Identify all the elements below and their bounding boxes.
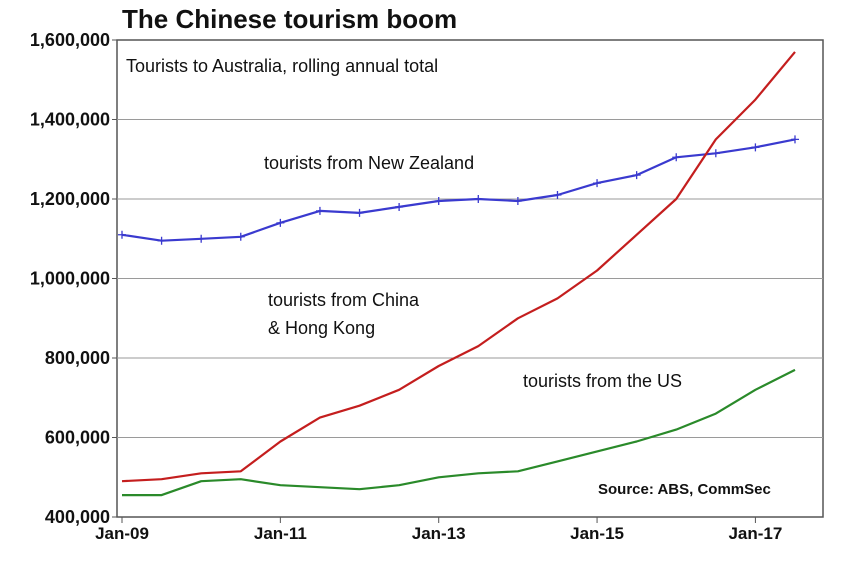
source-note: Source: ABS, CommSec [598, 481, 771, 498]
data-point-marker [632, 171, 641, 180]
series-label-china-line-2: & Hong Kong [268, 318, 375, 338]
data-point-marker [276, 218, 285, 227]
chart-subtitle: Tourists to Australia, rolling annual to… [126, 56, 438, 76]
y-axis-tick-labels: 400,000 600,000 800,000 1,000,000 1,200,000 1… [30, 30, 117, 527]
y-tick-label: 1,200,000 [30, 189, 110, 209]
series-line-1 [121, 51, 796, 483]
x-tick-label: Jan-13 [412, 524, 466, 543]
data-point-marker [434, 196, 443, 205]
y-tick-label: 1,000,000 [30, 269, 110, 289]
series-lines [118, 51, 799, 497]
series-line-0 [121, 138, 796, 242]
data-point-marker [513, 196, 522, 205]
data-point-marker [197, 234, 206, 243]
data-point-marker [553, 191, 562, 200]
data-point-marker [593, 179, 602, 188]
data-point-marker [395, 202, 404, 211]
data-point-marker [711, 149, 720, 158]
y-tick-label: 800,000 [45, 348, 110, 368]
data-point-marker [236, 232, 245, 241]
series-label-us: tourists from the US [523, 371, 682, 391]
data-point-marker [118, 230, 126, 239]
x-tick-label: Jan-11 [254, 524, 307, 543]
data-point-marker [791, 135, 799, 144]
gridlines [117, 119, 823, 438]
data-point-marker [751, 143, 760, 152]
x-axis-tick-labels: Jan-09 Jan-11 Jan-13 Jan-15 Jan-17 [95, 517, 782, 543]
data-point-marker [157, 236, 166, 245]
series-label-new-zealand: tourists from New Zealand [264, 153, 474, 173]
data-point-marker [672, 153, 681, 162]
chart-title: The Chinese tourism boom [122, 4, 457, 34]
x-tick-label: Jan-17 [728, 524, 782, 543]
series-line-2 [122, 368, 796, 497]
data-point-marker [474, 195, 483, 203]
y-tick-label: 1,600,000 [30, 30, 110, 50]
data-point-marker [355, 208, 364, 217]
x-tick-label: Jan-09 [95, 524, 149, 543]
x-tick-label: Jan-15 [570, 524, 624, 543]
y-tick-label: 1,400,000 [30, 110, 110, 130]
series-label-china-line-1: tourists from China [268, 290, 420, 310]
y-tick-label: 400,000 [45, 507, 110, 527]
y-tick-label: 600,000 [45, 428, 110, 448]
data-point-marker [315, 206, 324, 215]
